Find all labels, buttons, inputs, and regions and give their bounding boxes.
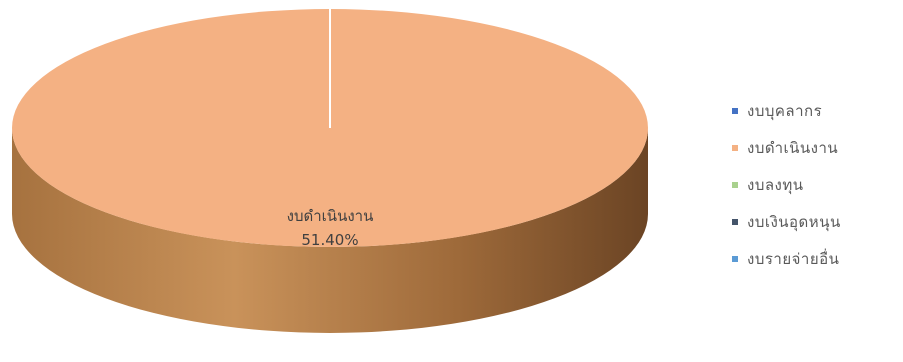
legend-swatch [732,255,738,262]
legend-swatch [732,107,738,114]
legend-swatch [732,218,738,225]
legend-item: งบดำเนินงาน [732,129,897,166]
data-label-category: งบดำเนินงาน [287,207,374,225]
chart-legend: งบบุคลากรงบดำเนินงานงบลงทุนงบเงินอุดหนุน… [732,92,897,277]
legend-item: งบรายจ่ายอื่น [732,240,897,277]
legend-label: งบเงินอุดหนุน [747,212,841,231]
legend-label: งบดำเนินงาน [747,138,839,157]
data-label-value: 51.40% [301,231,358,249]
legend-swatch [732,181,738,188]
legend-swatch [732,144,738,151]
legend-label: งบรายจ่ายอื่น [747,249,840,268]
legend-item: งบเงินอุดหนุน [732,203,897,240]
pie-side-wall [12,128,648,333]
legend-label: งบลงทุน [747,175,804,194]
legend-label: งบบุคลากร [747,101,823,120]
legend-item: งบบุคลากร [732,92,897,129]
legend-item: งบลงทุน [732,166,897,203]
